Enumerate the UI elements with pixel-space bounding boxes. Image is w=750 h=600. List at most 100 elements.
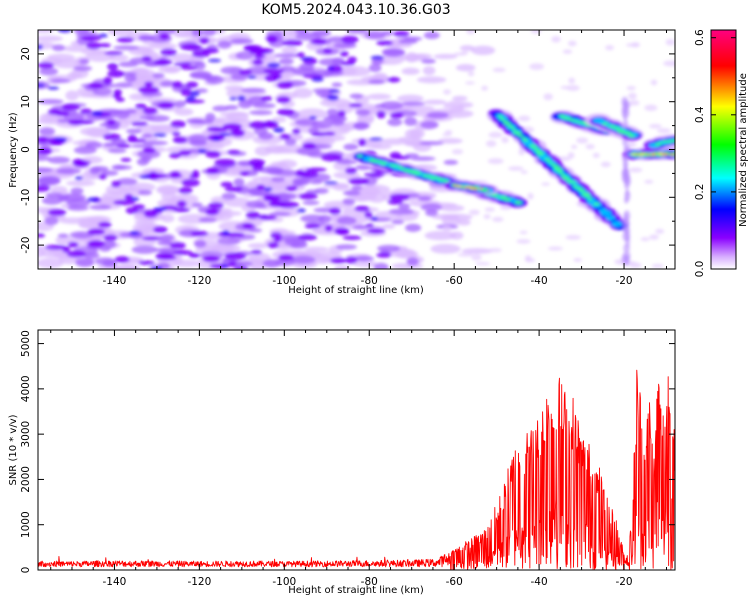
x-tick-label: -40 (531, 576, 548, 588)
noise-blob (131, 245, 158, 254)
noise-blob (111, 180, 121, 188)
noise-blob (401, 101, 426, 107)
noise-blob (443, 53, 457, 58)
noise-blob (311, 38, 327, 45)
noise-blob (279, 133, 291, 140)
colorbar-tick-label: 0.4 (694, 106, 706, 123)
branch-blob (492, 193, 500, 198)
noise-blob (268, 201, 286, 208)
noise-blob (79, 126, 110, 137)
noise-blob (443, 104, 453, 110)
noise-blob (487, 158, 504, 165)
branch-blob (554, 167, 563, 172)
noise-blob (221, 264, 228, 269)
noise-blob (125, 128, 142, 134)
noise-blob (274, 53, 301, 58)
noise-blob (152, 72, 165, 79)
noise-blob (57, 233, 69, 238)
branch-blob (613, 126, 621, 130)
noise-blob (57, 30, 72, 33)
noise-blob (393, 30, 410, 38)
noise-blob (253, 126, 268, 136)
noise-blob (358, 138, 367, 147)
noise-blob (468, 209, 480, 216)
noise-blob (269, 211, 292, 217)
noise-blob (233, 266, 249, 269)
noise-blob (294, 178, 310, 186)
noise-blob (518, 115, 531, 122)
noise-blob (66, 71, 83, 80)
streak-blob (621, 96, 629, 108)
noise-blob (284, 138, 297, 146)
noise-blob (465, 81, 475, 85)
noise-blob (172, 250, 193, 256)
branch-blob (413, 171, 422, 176)
noise-blob (422, 66, 436, 76)
noise-blob (364, 211, 373, 219)
noise-blob (354, 191, 377, 202)
noise-blob (38, 136, 49, 143)
noise-blob (87, 197, 99, 203)
noise-blob (218, 132, 233, 137)
y-tick-label: 20 (20, 47, 32, 60)
noise-blob (114, 255, 130, 263)
noise-blob (650, 79, 658, 86)
noise-blob (191, 30, 203, 37)
x-tick-label: -60 (446, 275, 463, 287)
noise-blob (91, 110, 103, 117)
streak-blob (622, 157, 629, 169)
noise-blob (188, 174, 200, 179)
noise-blob (126, 138, 147, 143)
noise-blob (51, 44, 66, 52)
noise-blob (278, 58, 294, 65)
noise-blob (508, 166, 524, 171)
noise-blob (299, 170, 319, 178)
noise-blob (423, 31, 440, 40)
noise-blob (226, 149, 241, 154)
x-tick-label: -120 (187, 275, 211, 287)
noise-blob (266, 195, 281, 202)
noise-blob (197, 148, 207, 154)
noise-blob (229, 96, 238, 101)
noise-blob (124, 74, 137, 83)
branch-blob (573, 119, 579, 123)
noise-blob (69, 231, 95, 239)
noise-blob (235, 261, 253, 267)
noise-blob (488, 131, 503, 138)
noise-blob (364, 31, 386, 40)
noise-blob (74, 119, 95, 125)
noise-blob (224, 85, 244, 92)
noise-blob (92, 87, 113, 96)
noise-blob (400, 54, 428, 62)
noise-blob (191, 50, 210, 58)
noise-blob (655, 228, 665, 234)
noise-blob (107, 62, 119, 71)
noise-blob (311, 120, 333, 129)
noise-blob (543, 93, 553, 101)
noise-blob (242, 222, 254, 229)
noise-blob (73, 160, 90, 168)
noise-blob (63, 112, 85, 122)
colorbar-tick-label: 0.2 (694, 184, 706, 201)
noise-blob (404, 153, 419, 158)
noise-blob (304, 223, 321, 229)
noise-blob (467, 70, 475, 77)
noise-blob (387, 199, 403, 205)
noise-blob (205, 167, 220, 175)
streak-blob (622, 118, 629, 129)
noise-blob (401, 67, 420, 75)
noise-blob (87, 239, 105, 248)
noise-blob (529, 63, 544, 70)
noise-blob (205, 150, 221, 159)
branch-blob (521, 136, 527, 140)
noise-blob (202, 30, 216, 37)
noise-blob (568, 77, 576, 84)
branch-blob (557, 170, 564, 174)
noise-blob (256, 184, 266, 191)
noise-blob (389, 193, 410, 201)
branch-blob (611, 221, 623, 227)
noise-blob (38, 35, 63, 42)
noise-blob (311, 131, 328, 137)
noise-blob (178, 186, 193, 195)
noise-blob (235, 51, 255, 60)
